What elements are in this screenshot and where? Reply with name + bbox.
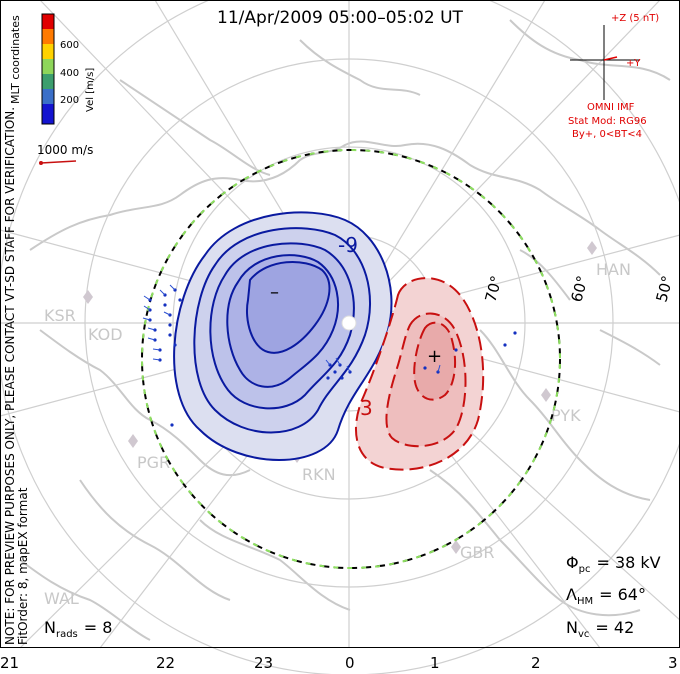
preview-note: NOTE: FOR PREVIEW PURPOSES ONLY, PLEASE …	[3, 107, 17, 645]
imf-stat-mod: Stat Mod: RG96	[568, 116, 647, 127]
imf-y-label: +Y	[626, 58, 641, 69]
svg-text:ΛHM= 64°: ΛHM = 64°	[566, 585, 646, 607]
positive-potential-cell: 3 +	[355, 277, 485, 471]
coastlines	[19, 19, 671, 641]
negative-cell-label: -9	[338, 233, 358, 257]
site-label-pgr: PGR	[137, 453, 170, 472]
mlt-label-3: 3	[668, 654, 678, 672]
site-label-kod: KOD	[88, 325, 123, 344]
mlt-label-1: 1	[430, 654, 440, 672]
site-label-wal: WAL	[44, 589, 79, 608]
site-marker-ksr	[83, 290, 93, 304]
svg-text:Nvc= 42: Nvc = 42	[566, 618, 634, 640]
mlt-label-0: 0	[345, 654, 355, 672]
map-title: 11/Apr/2009 05:00–05:02 UT	[217, 8, 463, 28]
mlt-label-21: 21	[0, 654, 19, 672]
colorbar-label: Vel [m/s]	[85, 68, 96, 112]
site-label-han: HAN	[596, 260, 631, 279]
mlt-label-2: 2	[531, 654, 541, 672]
site-label-pyk: PYK	[551, 406, 581, 425]
fit-statistics: Φpc = 38 kV ΛHM = 64° Nvc = 42 Nrads = 8	[44, 553, 661, 640]
site-label-rkn: RKN	[302, 465, 336, 484]
velocity-vector-lines	[142, 284, 441, 373]
positive-cell-center: +	[427, 346, 442, 367]
velocity-color-bar: 600 400 200 Vel [m/s]	[41, 13, 96, 125]
heppner-maynard-boundary-green	[141, 149, 561, 569]
colorbar-tick-400: 400	[60, 68, 79, 79]
colorbar-tick-600: 600	[60, 40, 79, 51]
imf-dial: +Z (5 nT) +Y OMNI IMF Stat Mod: RG96 By+…	[568, 13, 659, 140]
mlt-label-22: 22	[156, 654, 175, 672]
coordinates-label: MLT coordinates	[9, 15, 22, 104]
svg-text:Φpc= 38 kV: Φpc = 38 kV	[566, 553, 661, 575]
imf-model-title: OMNI IMF	[587, 102, 635, 113]
site-label-ksr: KSR	[44, 306, 76, 325]
mlt-label-23: 23	[254, 654, 273, 672]
negative-cell-center: –	[270, 282, 279, 303]
fit-note: FitOrder: 8, mapEX format	[16, 487, 30, 645]
imf-condition: By+, 0<BT<4	[572, 129, 642, 140]
magnetic-pole	[341, 315, 357, 331]
site-marker-pyk	[541, 388, 551, 402]
positive-cell-label: 3	[360, 396, 373, 420]
contour-pos-3	[413, 321, 457, 401]
site-labels: KSR KOD PGR RKN HAN PYK GBR WAL	[44, 260, 631, 608]
site-marker-pgr	[128, 434, 138, 448]
svg-text:Nrads= 8: Nrads = 8	[44, 618, 112, 640]
site-marker-gbr	[451, 540, 461, 554]
mlt-axis-labels: 21 22 23 0 1 2 3	[0, 654, 678, 672]
imf-z-label: +Z (5 nT)	[611, 13, 659, 24]
vector-scale-label: 1000 m/s	[37, 143, 93, 157]
vector-scale: 1000 m/s	[37, 143, 93, 165]
negative-potential-cell: -9 –	[173, 211, 393, 461]
site-marker-han	[587, 241, 597, 255]
site-label-gbr: GBR	[460, 543, 495, 562]
contour-neg-5	[246, 261, 331, 354]
colorbar-tick-200: 200	[60, 95, 79, 106]
